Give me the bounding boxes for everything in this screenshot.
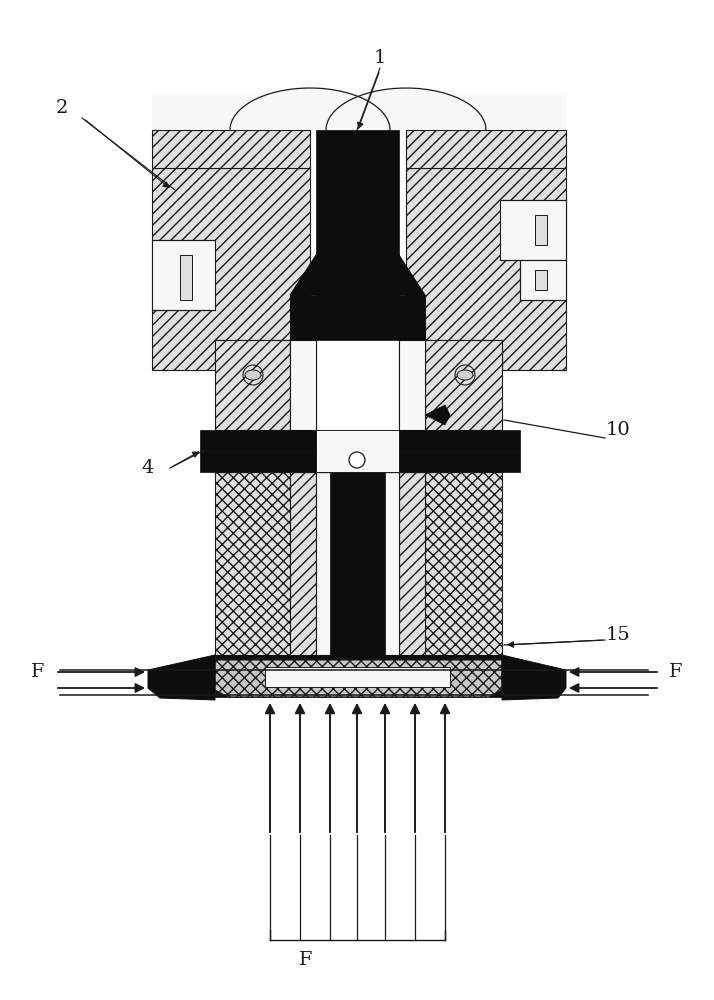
Polygon shape (215, 340, 290, 430)
Bar (520, 260, 566, 300)
Text: 2: 2 (56, 99, 69, 117)
Polygon shape (152, 88, 390, 130)
Polygon shape (152, 168, 310, 370)
Bar (215, 685, 502, 697)
Polygon shape (148, 655, 215, 700)
Bar (535, 215, 547, 245)
Text: F: F (299, 951, 313, 969)
Text: 15: 15 (605, 626, 630, 644)
Bar (500, 200, 566, 260)
Bar (152, 240, 215, 310)
Polygon shape (290, 340, 316, 430)
Bar (316, 472, 399, 655)
Polygon shape (290, 255, 425, 295)
Ellipse shape (245, 370, 261, 380)
Polygon shape (290, 472, 316, 655)
Bar (316, 430, 399, 472)
Polygon shape (215, 472, 290, 655)
Polygon shape (215, 660, 502, 697)
Text: F: F (31, 663, 45, 681)
Bar (265, 667, 450, 687)
Bar (399, 340, 425, 430)
Polygon shape (502, 655, 566, 700)
Polygon shape (399, 472, 425, 655)
Bar (316, 130, 399, 295)
Bar (330, 472, 385, 655)
Bar (180, 255, 192, 300)
Polygon shape (406, 130, 566, 168)
Bar (215, 655, 502, 667)
Polygon shape (399, 340, 425, 430)
Bar (290, 340, 316, 430)
Bar (200, 452, 520, 472)
Bar (200, 430, 520, 452)
Text: 4: 4 (142, 459, 154, 477)
Circle shape (349, 452, 365, 468)
Text: 10: 10 (605, 421, 630, 439)
Text: F: F (669, 663, 683, 681)
Polygon shape (425, 340, 502, 430)
Polygon shape (406, 168, 566, 370)
Ellipse shape (457, 370, 473, 380)
Bar (535, 270, 547, 290)
Polygon shape (425, 472, 502, 655)
Bar (290, 295, 425, 340)
Polygon shape (326, 88, 566, 130)
Polygon shape (152, 130, 310, 168)
Polygon shape (425, 405, 450, 425)
Text: 1: 1 (374, 49, 386, 67)
